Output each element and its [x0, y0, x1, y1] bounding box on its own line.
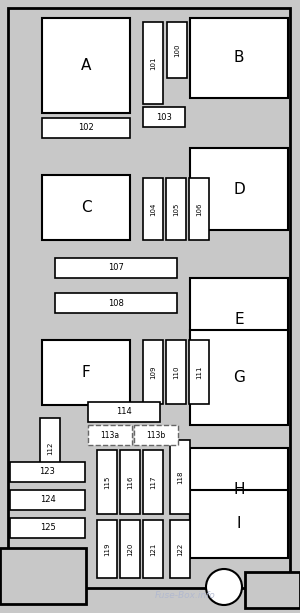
Text: F: F [82, 365, 90, 380]
Bar [190, 490, 288, 558]
Bar [134, 425, 178, 445]
Bar [88, 402, 160, 422]
Bar [10, 462, 85, 482]
Bar [40, 418, 60, 478]
Text: 118: 118 [177, 470, 183, 484]
Bar [120, 450, 140, 514]
Text: 110: 110 [173, 365, 179, 379]
Bar [120, 520, 140, 578]
Text: 114: 114 [116, 408, 132, 416]
Text: B: B [234, 50, 244, 66]
Text: 107: 107 [108, 264, 124, 273]
Bar [190, 278, 288, 360]
Bar [42, 118, 130, 138]
Text: 121: 121 [150, 543, 156, 556]
Text: 105: 105 [173, 202, 179, 216]
Bar [42, 175, 130, 240]
Bar [97, 520, 117, 578]
Bar [10, 490, 85, 510]
Text: 111: 111 [196, 365, 202, 379]
Text: 119: 119 [104, 543, 110, 556]
Text: 106: 106 [196, 202, 202, 216]
Text: 113a: 113a [100, 430, 120, 440]
Bar [190, 330, 288, 425]
Text: A: A [81, 58, 91, 73]
Bar [42, 18, 130, 113]
Circle shape [206, 569, 242, 605]
Text: 100: 100 [174, 44, 180, 57]
Text: D: D [233, 181, 245, 197]
Bar [190, 448, 288, 530]
Text: H: H [233, 481, 245, 497]
Text: 122: 122 [177, 543, 183, 555]
Bar [88, 425, 132, 445]
Text: Fuse-Box.info: Fuse-Box.info [154, 590, 215, 600]
Bar [143, 450, 163, 514]
Bar [55, 293, 177, 313]
Bar [42, 340, 130, 405]
Bar [55, 258, 177, 278]
Bar [0, 548, 86, 604]
Bar [166, 178, 186, 240]
Text: 115: 115 [104, 475, 110, 489]
Bar [189, 178, 209, 240]
Text: 113b: 113b [146, 430, 166, 440]
Bar [97, 450, 117, 514]
Bar [143, 340, 163, 404]
Bar [143, 178, 163, 240]
Text: 108: 108 [108, 299, 124, 308]
Text: 123: 123 [40, 468, 56, 476]
Bar [190, 148, 288, 230]
Bar [245, 572, 300, 608]
Bar [189, 340, 209, 404]
Text: 125: 125 [40, 524, 56, 533]
Text: C: C [81, 200, 91, 215]
Text: 124: 124 [40, 495, 56, 504]
Text: 101: 101 [150, 56, 156, 70]
Text: 112: 112 [47, 441, 53, 455]
Text: I: I [237, 517, 241, 531]
Bar [143, 22, 163, 104]
Bar [143, 520, 163, 578]
Text: G: G [233, 370, 245, 385]
Bar [10, 518, 85, 538]
Bar [167, 22, 187, 78]
Bar [170, 440, 190, 514]
Text: 117: 117 [150, 475, 156, 489]
Text: 109: 109 [150, 365, 156, 379]
Bar [170, 520, 190, 578]
Bar [143, 107, 185, 127]
Text: 102: 102 [78, 123, 94, 132]
Bar [166, 340, 186, 404]
Text: 116: 116 [127, 475, 133, 489]
Text: E: E [234, 311, 244, 327]
Text: 103: 103 [156, 113, 172, 121]
Text: 120: 120 [127, 543, 133, 556]
Text: 104: 104 [150, 202, 156, 216]
Bar [190, 18, 288, 98]
